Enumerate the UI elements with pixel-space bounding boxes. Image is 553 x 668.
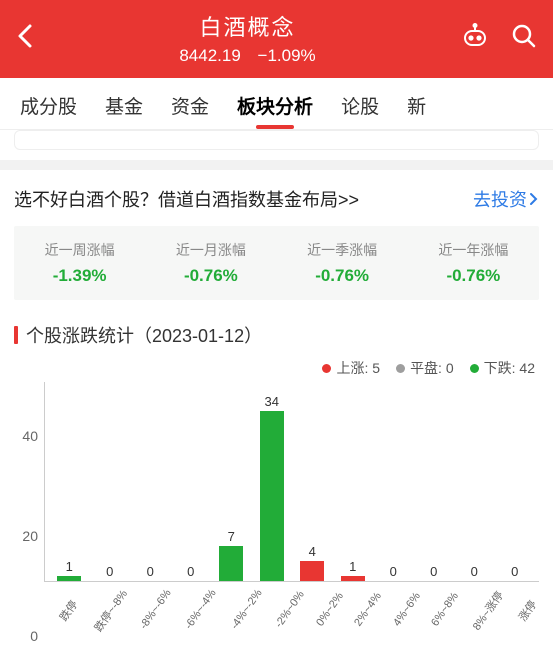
spacer-card	[0, 130, 553, 170]
index-change: −1.09%	[258, 46, 316, 65]
bar-value-label: 1	[349, 559, 356, 574]
robot-icon[interactable]	[461, 23, 489, 54]
metric-value: -0.76%	[277, 266, 408, 286]
metric-label: 近一月涨幅	[145, 240, 276, 260]
bar-col: 0	[90, 382, 131, 581]
bar-col: 34	[252, 382, 293, 581]
bar	[219, 546, 243, 581]
distribution-chart: 0 20 40 1 0 0 0 7 34 4 1 0 0 0 0 跌停跌停~-8%-8%~-6%-6%~-…	[0, 382, 553, 652]
legend-up: 上涨: 5	[322, 358, 380, 378]
promo-link-label: 去投资	[473, 186, 527, 212]
metric: 近一季涨幅 -0.76%	[277, 240, 408, 286]
section-title: 个股涨跌统计（2023-01-12）	[0, 300, 553, 358]
y-tick: 0	[30, 628, 38, 644]
tab-板块分析[interactable]: 板块分析	[223, 78, 327, 129]
promo-text: 选不好白酒个股？借道白酒指数基金布局>>	[14, 186, 359, 212]
y-axis: 0 20 40	[14, 382, 42, 652]
x-axis-labels: 跌停跌停~-8%-8%~-6%-6%~-4%-4%~-2%-2%~0%0%~2%…	[44, 582, 539, 652]
bar-value-label: 0	[471, 564, 478, 579]
bar	[341, 576, 365, 581]
bar-value-label: 0	[147, 564, 154, 579]
bar-value-label: 4	[309, 544, 316, 559]
legend-flat: 平盘: 0	[396, 358, 454, 378]
page-title: 白酒概念	[173, 10, 321, 42]
bar-col: 7	[211, 382, 252, 581]
search-icon[interactable]	[511, 23, 537, 54]
metric: 近一月涨幅 -0.76%	[145, 240, 276, 286]
section-title-text: 个股涨跌统计（2023-01-12）	[26, 322, 262, 348]
bar-col: 1	[49, 382, 90, 581]
back-icon[interactable]	[16, 23, 34, 54]
chart-plot: 1 0 0 0 7 34 4 1 0 0 0 0	[44, 382, 539, 582]
tab-资金[interactable]: 资金	[157, 78, 223, 129]
index-value: 8442.19	[179, 46, 240, 65]
bar-value-label: 0	[390, 564, 397, 579]
promo-row: 选不好白酒个股？借道白酒指数基金布局>> 去投资	[0, 170, 553, 226]
bar	[260, 411, 284, 581]
bar-col: 0	[171, 382, 212, 581]
metric-value: -0.76%	[408, 266, 539, 286]
legend-down: 下跌: 42	[470, 358, 535, 378]
promo-link[interactable]: 去投资	[473, 186, 539, 212]
metric-value: -1.39%	[14, 266, 145, 286]
bar-value-label: 0	[511, 564, 518, 579]
tabs: 成分股基金资金板块分析论股新	[0, 78, 553, 130]
header: 白酒概念 8442.19 −1.09%	[0, 0, 553, 78]
metric: 近一周涨幅 -1.39%	[14, 240, 145, 286]
metrics-strip: 近一周涨幅-1.39%近一月涨幅-0.76%近一季涨幅-0.76%近一年涨幅-0…	[14, 226, 539, 300]
bar-col: 4	[292, 382, 333, 581]
bar-value-label: 0	[187, 564, 194, 579]
bar	[300, 561, 324, 581]
bar-col: 1	[333, 382, 374, 581]
metric-label: 近一年涨幅	[408, 240, 539, 260]
y-tick: 40	[22, 428, 38, 444]
metric-label: 近一季涨幅	[277, 240, 408, 260]
bar	[57, 576, 81, 581]
bar-value-label: 0	[106, 564, 113, 579]
chart-legend: 上涨: 5 平盘: 0 下跌: 42	[0, 358, 553, 382]
x-label: 涨停	[511, 591, 553, 647]
metric: 近一年涨幅 -0.76%	[408, 240, 539, 286]
tab-论股[interactable]: 论股	[327, 78, 393, 129]
bar-value-label: 7	[228, 529, 235, 544]
bar-col: 0	[373, 382, 414, 581]
bar-value-label: 34	[265, 394, 279, 409]
bar-col: 0	[495, 382, 536, 581]
index-subtitle: 8442.19 −1.09%	[173, 46, 321, 66]
metric-value: -0.76%	[145, 266, 276, 286]
tab-基金[interactable]: 基金	[91, 78, 157, 129]
tab-新[interactable]: 新	[393, 78, 440, 129]
metric-label: 近一周涨幅	[14, 240, 145, 260]
bar-col: 0	[414, 382, 455, 581]
bar-col: 0	[454, 382, 495, 581]
bar-value-label: 0	[430, 564, 437, 579]
bar-col: 0	[130, 382, 171, 581]
y-tick: 20	[22, 528, 38, 544]
tab-成分股[interactable]: 成分股	[6, 78, 91, 129]
bar-value-label: 1	[66, 559, 73, 574]
